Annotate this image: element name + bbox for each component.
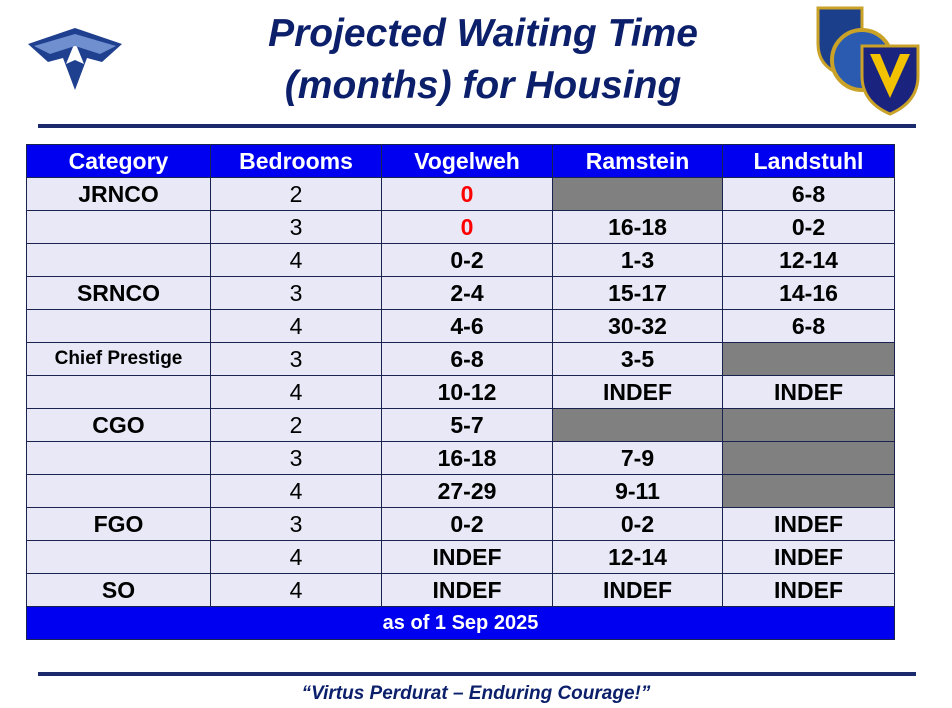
wait-cell: 16-18 — [381, 441, 553, 475]
bedrooms-cell: 3 — [210, 507, 382, 541]
wait-cell: 0-2 — [381, 243, 553, 277]
table-body: JRNCO 2 0 6-8 3 0 16-18 0-2 4 0-2 1-3 12-14 SRNCO 3 2-… — [26, 177, 895, 640]
wait-cell: 6-8 — [722, 177, 895, 211]
bedrooms-cell: 2 — [210, 177, 382, 211]
bedrooms-cell: 4 — [210, 243, 382, 277]
wait-cell: 0-2 — [381, 507, 553, 541]
empty-cell — [26, 540, 211, 574]
table-row: FGO 3 0-2 0-2 INDEF — [26, 507, 895, 541]
title-line: (months) for Housing — [284, 64, 682, 107]
unavailable-cell — [722, 342, 895, 376]
header-cell: Bedrooms — [210, 144, 382, 178]
table-row: Chief Prestige 3 6-8 3-5 — [26, 342, 895, 376]
unavailable-cell — [722, 408, 895, 442]
category-cell: JRNCO — [26, 177, 211, 211]
wait-cell: INDEF — [381, 540, 553, 574]
wait-cell: 0-2 — [552, 507, 723, 541]
bedrooms-cell: 3 — [210, 441, 382, 475]
wait-cell: 16-18 — [552, 210, 723, 244]
table-row: CGO 2 5-7 — [26, 408, 895, 442]
bedrooms-cell: 3 — [210, 210, 382, 244]
category-cell: FGO — [26, 507, 211, 541]
wait-cell: 12-14 — [722, 243, 895, 277]
bedrooms-cell: 4 — [210, 375, 382, 409]
bedrooms-cell: 4 — [210, 474, 382, 508]
wait-cell: 6-8 — [722, 309, 895, 343]
bedrooms-cell: 4 — [210, 540, 382, 574]
note-row: as of 1 Sep 2025 — [26, 606, 895, 640]
empty-cell — [26, 309, 211, 343]
wait-cell: 0 — [381, 210, 553, 244]
wait-cell: 3-5 — [552, 342, 723, 376]
wait-cell: 4-6 — [381, 309, 553, 343]
wait-cell: 1-3 — [552, 243, 723, 277]
table-row: 4 27-29 9-11 — [26, 474, 895, 508]
bedrooms-cell: 2 — [210, 408, 382, 442]
table-row: JRNCO 2 0 6-8 — [26, 177, 895, 211]
empty-cell — [26, 474, 211, 508]
wait-cell: 0 — [381, 177, 553, 211]
title-line: Projected Waiting Time — [268, 12, 698, 55]
unavailable-cell — [722, 441, 895, 475]
wait-cell: 15-17 — [552, 276, 723, 310]
bedrooms-cell: 3 — [210, 276, 382, 310]
empty-cell — [26, 243, 211, 277]
divider — [38, 124, 916, 128]
wait-cell: INDEF — [381, 573, 553, 607]
header-cell: Ramstein — [552, 144, 723, 178]
category-cell: Chief Prestige — [26, 342, 211, 376]
wait-cell: 7-9 — [552, 441, 723, 475]
wait-cell: 12-14 — [552, 540, 723, 574]
wait-cell: 9-11 — [552, 474, 723, 508]
wait-cell: 5-7 — [381, 408, 553, 442]
empty-cell — [26, 375, 211, 409]
table-row: 3 16-18 7-9 — [26, 441, 895, 475]
waiting-time-table: Category Bedrooms Vogelweh Ramstein Landstuh… — [26, 144, 895, 640]
table-row: 4 4-6 30-32 6-8 — [26, 309, 895, 343]
table-row: 3 0 16-18 0-2 — [26, 210, 895, 244]
table-row: SRNCO 3 2-4 15-17 14-16 — [26, 276, 895, 310]
unit-emblems — [816, 6, 920, 116]
wait-cell: 27-29 — [381, 474, 553, 508]
empty-cell — [26, 441, 211, 475]
empty-cell — [26, 210, 211, 244]
wait-cell: INDEF — [722, 540, 895, 574]
unavailable-cell — [552, 177, 723, 211]
bedrooms-cell: 4 — [210, 573, 382, 607]
unavailable-cell — [552, 408, 723, 442]
wait-cell: INDEF — [722, 573, 895, 607]
wait-cell: 14-16 — [722, 276, 895, 310]
bedrooms-cell: 3 — [210, 342, 382, 376]
category-cell: CGO — [26, 408, 211, 442]
air-force-logo — [28, 28, 122, 90]
wait-cell: INDEF — [552, 573, 723, 607]
wait-cell: 10-12 — [381, 375, 553, 409]
table-row: 4 INDEF 12-14 INDEF — [26, 540, 895, 574]
header-cell: Vogelweh — [381, 144, 553, 178]
unavailable-cell — [722, 474, 895, 508]
wait-cell: INDEF — [722, 507, 895, 541]
motto: “Virtus Perdurat – Enduring Courage!” — [301, 683, 651, 704]
header-row: Category Bedrooms Vogelweh Ramstein Landstuh… — [26, 144, 895, 178]
category-cell: SRNCO — [26, 276, 211, 310]
table-row: 4 10-12 INDEF INDEF — [26, 375, 895, 409]
wait-cell: INDEF — [722, 375, 895, 409]
category-cell: SO — [26, 573, 211, 607]
wait-cell: 2-4 — [381, 276, 553, 310]
wait-cell: 0-2 — [722, 210, 895, 244]
divider — [38, 672, 916, 676]
table-row: 4 0-2 1-3 12-14 — [26, 243, 895, 277]
wait-cell: 6-8 — [381, 342, 553, 376]
wait-cell: 30-32 — [552, 309, 723, 343]
table-row: SO 4 INDEF INDEF INDEF — [26, 573, 895, 607]
bedrooms-cell: 4 — [210, 309, 382, 343]
header-cell: Category — [26, 144, 211, 178]
as-of-note: as of 1 Sep 2025 — [26, 606, 895, 640]
header-cell: Landstuhl — [722, 144, 895, 178]
wait-cell: INDEF — [552, 375, 723, 409]
